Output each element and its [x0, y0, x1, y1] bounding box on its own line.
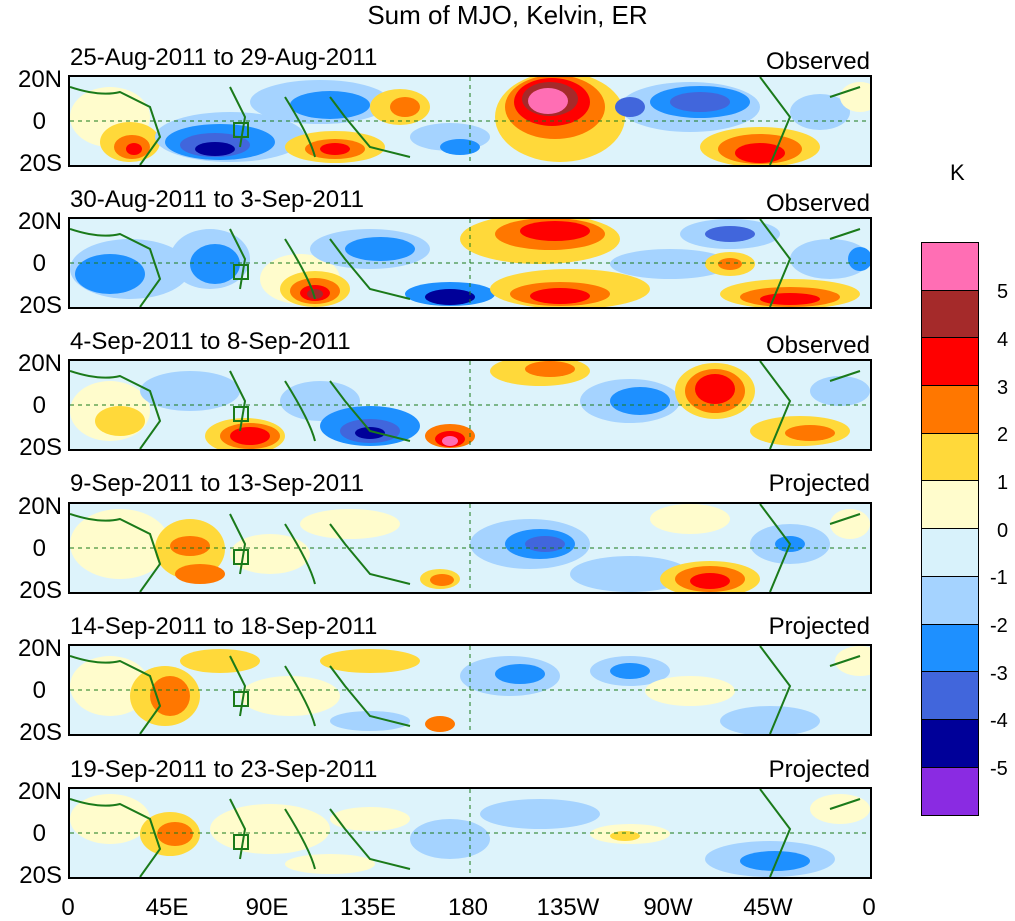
panel-2-ylabel-20s: 20S [19, 292, 62, 319]
panel-5-dates: 14-Sep-2011 to 18-Sep-2011 [70, 613, 378, 640]
colorbar-swatch-1 [922, 243, 978, 291]
colorbar-label-neg2: -2 [990, 615, 1008, 637]
panel-1-ylabel-0: 0 [32, 108, 46, 135]
panel-3-dates: 4-Sep-2011 to 8-Sep-2011 [70, 328, 351, 355]
colorbar-swatch-6 [922, 481, 978, 530]
colorbar-label-neg1: -1 [990, 567, 1008, 589]
colorbar-swatch-5 [922, 433, 978, 482]
xlabel-45e: 45E [145, 894, 189, 921]
panel-6-ylabel-0: 0 [32, 820, 46, 847]
xlabel-90e: 90E [245, 894, 289, 921]
xlabel-135w: 135W [536, 894, 600, 921]
colorbar-swatch-8 [922, 576, 978, 625]
panel-4-type: Projected [768, 470, 870, 497]
xlabel-0: 0 [61, 894, 75, 921]
panel-2-type: Observed [765, 190, 870, 217]
xlabel-180: 180 [447, 894, 489, 921]
map-panel-5 [68, 644, 872, 736]
panel-5-ylabel-20n: 20N [17, 635, 62, 662]
map-panel-6 [68, 787, 872, 879]
panel-5-type: Projected [768, 613, 870, 640]
colorbar-swatch-3 [922, 338, 978, 387]
figure-title: Sum of MJO, Kelvin, ER [367, 0, 648, 30]
colorbar-swatch-4 [922, 386, 978, 434]
panel-3-type: Observed [765, 332, 870, 359]
panel-3-ylabel-20n: 20N [17, 350, 62, 377]
panel-4-ylabel-20n: 20N [17, 493, 62, 520]
panel-6-type: Projected [768, 756, 870, 783]
colorbar-swatch-9 [922, 624, 978, 673]
colorbar-label-neg3: -3 [990, 663, 1008, 685]
xlabel-0-end: 0 [862, 894, 876, 921]
panel-1-type: Observed [765, 48, 870, 75]
xlabel-90w: 90W [643, 894, 693, 921]
colorbar-unit: K [950, 160, 965, 185]
panel-4-ylabel-20s: 20S [19, 577, 62, 604]
panel-6-ylabel-20s: 20S [19, 862, 62, 889]
panel-6-dates: 19-Sep-2011 to 23-Sep-2011 [70, 756, 378, 783]
xlabel-45w: 45W [743, 894, 793, 921]
map-panel-3 [68, 359, 872, 451]
panel-2-ylabel-20n: 20N [17, 208, 62, 235]
panel-1-dates: 25-Aug-2011 to 29-Aug-2011 [70, 44, 378, 71]
panel-1-ylabel-20s: 20S [19, 150, 62, 177]
colorbar-label-neg4: -4 [990, 710, 1008, 732]
map-panel-2 [68, 217, 872, 309]
panel-6-ylabel-20n: 20N [17, 778, 62, 805]
colorbar-label-2: 2 [997, 424, 1009, 446]
panel-2-dates: 30-Aug-2011 to 3-Sep-2011 [70, 186, 364, 213]
colorbar-label-5: 5 [997, 281, 1009, 303]
panel-3-ylabel-0: 0 [32, 392, 46, 419]
colorbar-swatch-12 [922, 767, 978, 816]
panel-5-ylabel-0: 0 [32, 677, 46, 704]
panel-4-dates: 9-Sep-2011 to 13-Sep-2011 [70, 470, 364, 497]
colorbar-label-1: 1 [997, 472, 1009, 494]
panel-4-ylabel-0: 0 [32, 535, 46, 562]
panel-1-ylabel-20n: 20N [17, 66, 62, 93]
colorbar-label-3: 3 [997, 377, 1009, 399]
colorbar-label-0: 0 [997, 520, 1009, 542]
colorbar-label-neg5: -5 [990, 758, 1008, 780]
colorbar [921, 242, 979, 817]
xlabel-135e: 135E [339, 894, 397, 921]
panel-2-ylabel-0: 0 [32, 250, 46, 277]
panel-5-ylabel-20s: 20S [19, 719, 62, 746]
colorbar-swatch-2 [922, 290, 978, 339]
colorbar-swatch-7 [922, 529, 978, 577]
map-panel-4 [68, 502, 872, 594]
colorbar-swatch-10 [922, 672, 978, 720]
map-panel-1 [68, 75, 872, 167]
colorbar-swatch-11 [922, 719, 978, 768]
colorbar-label-4: 4 [997, 329, 1009, 351]
panel-3-ylabel-20s: 20S [19, 434, 62, 461]
